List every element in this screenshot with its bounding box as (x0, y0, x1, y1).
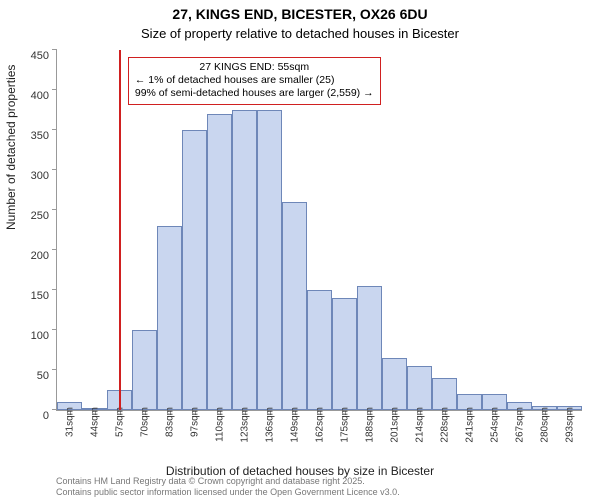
histogram-bar (132, 330, 157, 410)
x-tick-label: 241sqm (464, 407, 475, 443)
histogram-bar (232, 110, 257, 410)
x-tick-label: 162sqm (314, 407, 325, 443)
y-tick-label: 450 (19, 50, 49, 62)
chart-subtitle: Size of property relative to detached ho… (0, 24, 600, 42)
x-tick-label: 136sqm (264, 407, 275, 443)
chart-title: 27, KINGS END, BICESTER, OX26 6DU (0, 0, 600, 24)
histogram-bar (432, 378, 457, 410)
chart-container: 27, KINGS END, BICESTER, OX26 6DU Size o… (0, 0, 600, 500)
x-tick-label: 97sqm (189, 407, 200, 437)
y-tick-mark (52, 169, 57, 170)
histogram-bar (382, 358, 407, 410)
annotation-box: 27 KINGS END: 55sqm← 1% of detached hous… (128, 57, 381, 104)
y-tick-mark (52, 289, 57, 290)
y-tick-mark (52, 209, 57, 210)
x-tick-label: 83sqm (164, 407, 175, 437)
x-tick-label: 44sqm (89, 407, 100, 437)
x-tick-label: 280sqm (539, 407, 550, 443)
x-tick-label: 31sqm (64, 407, 75, 437)
x-tick-label: 188sqm (364, 407, 375, 443)
y-tick-mark (52, 249, 57, 250)
y-tick-mark (52, 89, 57, 90)
y-tick-label: 50 (19, 370, 49, 382)
x-tick-label: 70sqm (139, 407, 150, 437)
y-tick-label: 200 (19, 250, 49, 262)
y-tick-mark (52, 329, 57, 330)
x-tick-label: 254sqm (489, 407, 500, 443)
footer-line-1: Contains HM Land Registry data © Crown c… (56, 476, 400, 487)
y-tick-mark (52, 49, 57, 50)
y-tick-label: 100 (19, 330, 49, 342)
x-tick-label: 149sqm (289, 407, 300, 443)
x-tick-label: 228sqm (439, 407, 450, 443)
histogram-bar (207, 114, 232, 410)
x-tick-label: 201sqm (389, 407, 400, 443)
histogram-bar (307, 290, 332, 410)
x-tick-label: 214sqm (414, 407, 425, 443)
annotation-line: 27 KINGS END: 55sqm (135, 61, 374, 74)
histogram-bar (157, 226, 182, 410)
y-tick-label: 300 (19, 170, 49, 182)
y-tick-label: 150 (19, 290, 49, 302)
annotation-line: 99% of semi-detached houses are larger (… (135, 87, 374, 100)
y-tick-mark (52, 129, 57, 130)
x-tick-label: 293sqm (564, 407, 575, 443)
x-tick-label: 57sqm (114, 407, 125, 437)
property-marker-line (119, 50, 121, 410)
footer-attribution: Contains HM Land Registry data © Crown c… (56, 476, 400, 498)
histogram-bar (407, 366, 432, 410)
annotation-line: ← 1% of detached houses are smaller (25) (135, 74, 374, 87)
x-tick-label: 110sqm (214, 407, 225, 442)
histogram-bar (282, 202, 307, 410)
histogram-bar (332, 298, 357, 410)
plot-area: 05010015020025030035040045031sqm44sqm57s… (56, 50, 582, 411)
x-tick-label: 123sqm (239, 407, 250, 443)
y-tick-label: 350 (19, 130, 49, 142)
histogram-bar (182, 130, 207, 410)
y-tick-label: 0 (19, 410, 49, 422)
y-axis-label: Number of detached properties (4, 65, 18, 230)
y-tick-mark (52, 369, 57, 370)
histogram-bar (257, 110, 282, 410)
x-tick-label: 175sqm (339, 407, 350, 443)
histogram-bar (357, 286, 382, 410)
footer-line-2: Contains public sector information licen… (56, 487, 400, 498)
x-tick-label: 267sqm (514, 407, 525, 443)
y-tick-label: 400 (19, 90, 49, 102)
y-tick-label: 250 (19, 210, 49, 222)
